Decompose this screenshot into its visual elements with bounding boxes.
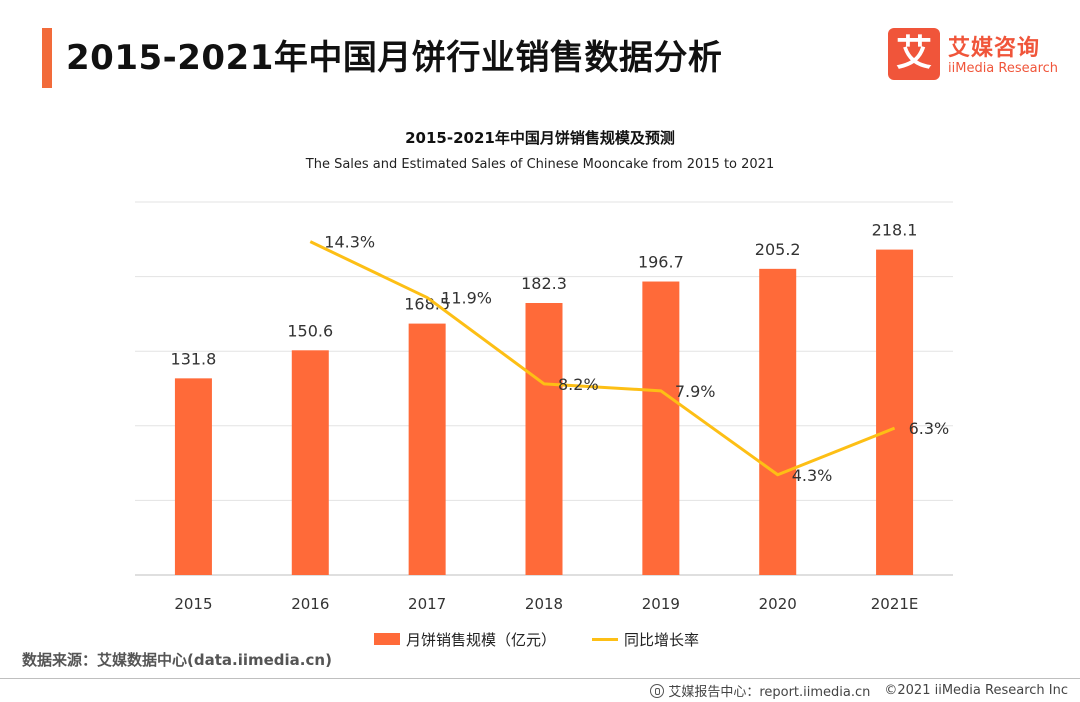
title-accent-bar: [42, 28, 52, 88]
footer-divider: [0, 678, 1080, 679]
bar: [759, 268, 797, 575]
legend-bar-label: 月饼销售规模（亿元）: [406, 630, 557, 649]
x-tick-label: 2019: [642, 595, 680, 613]
bar: [174, 378, 212, 575]
report-center-icon: [650, 683, 665, 698]
x-tick-label: 2021E: [871, 595, 919, 613]
footer: 艾媒报告中心：report.iimedia.cn ©2021 iiMedia R…: [650, 681, 1068, 700]
x-tick-label: 2016: [291, 595, 329, 613]
bar-value-label: 150.6: [287, 321, 333, 340]
footer-copyright: ©2021 iiMedia Research Inc: [884, 683, 1068, 698]
bar-value-label: 196.7: [638, 253, 684, 272]
chart-subtitle: The Sales and Estimated Sales of Chinese…: [305, 157, 775, 172]
x-tick-label: 2018: [525, 595, 563, 613]
bar-value-label: 205.2: [755, 240, 801, 259]
bar: [642, 281, 680, 575]
x-tick-label: 2020: [759, 595, 797, 613]
iimedia-logo: 艾 艾媒咨询 iiMedia Research: [888, 28, 1068, 82]
growth-rate-label: 4.3%: [792, 466, 833, 485]
bar: [291, 350, 329, 575]
logo-name-en: iiMedia Research: [948, 61, 1059, 76]
legend-bar-swatch: [374, 633, 400, 645]
page-title: 2015-2021年中国月饼行业销售数据分析: [66, 38, 723, 78]
chart-legend: 月饼销售规模（亿元） 同比增长率: [374, 628, 699, 650]
bar-value-label: 168.5: [404, 295, 450, 314]
bar: [408, 323, 446, 575]
growth-rate-label: 8.2%: [558, 375, 599, 394]
growth-rate-label: 6.3%: [909, 419, 950, 438]
data-source: 数据来源：艾媒数据中心(data.iimedia.cn): [22, 651, 332, 669]
x-tick-label: 2017: [408, 595, 446, 613]
footer-report: 艾媒报告中心：report.iimedia.cn: [668, 685, 871, 700]
x-tick-label: 2015: [174, 595, 212, 613]
legend-line-label: 同比增长率: [624, 630, 700, 649]
bar-value-label: 218.1: [872, 221, 918, 240]
bar-value-label: 182.3: [521, 274, 567, 293]
logo-name-cn: 艾媒咨询: [948, 36, 1041, 61]
growth-rate-label: 11.9%: [441, 289, 492, 308]
growth-rate-label: 14.3%: [324, 233, 375, 252]
legend-line-swatch: [592, 637, 619, 641]
chart-title: 2015-2021年中国月饼销售规模及预测: [405, 129, 675, 147]
logo-mark-icon: 艾: [888, 28, 940, 80]
bar-value-label: 131.8: [171, 349, 217, 368]
growth-rate-label: 7.9%: [675, 382, 716, 401]
growth-rate-line: [309, 240, 896, 477]
bar: [876, 249, 914, 576]
bar: [525, 303, 563, 575]
